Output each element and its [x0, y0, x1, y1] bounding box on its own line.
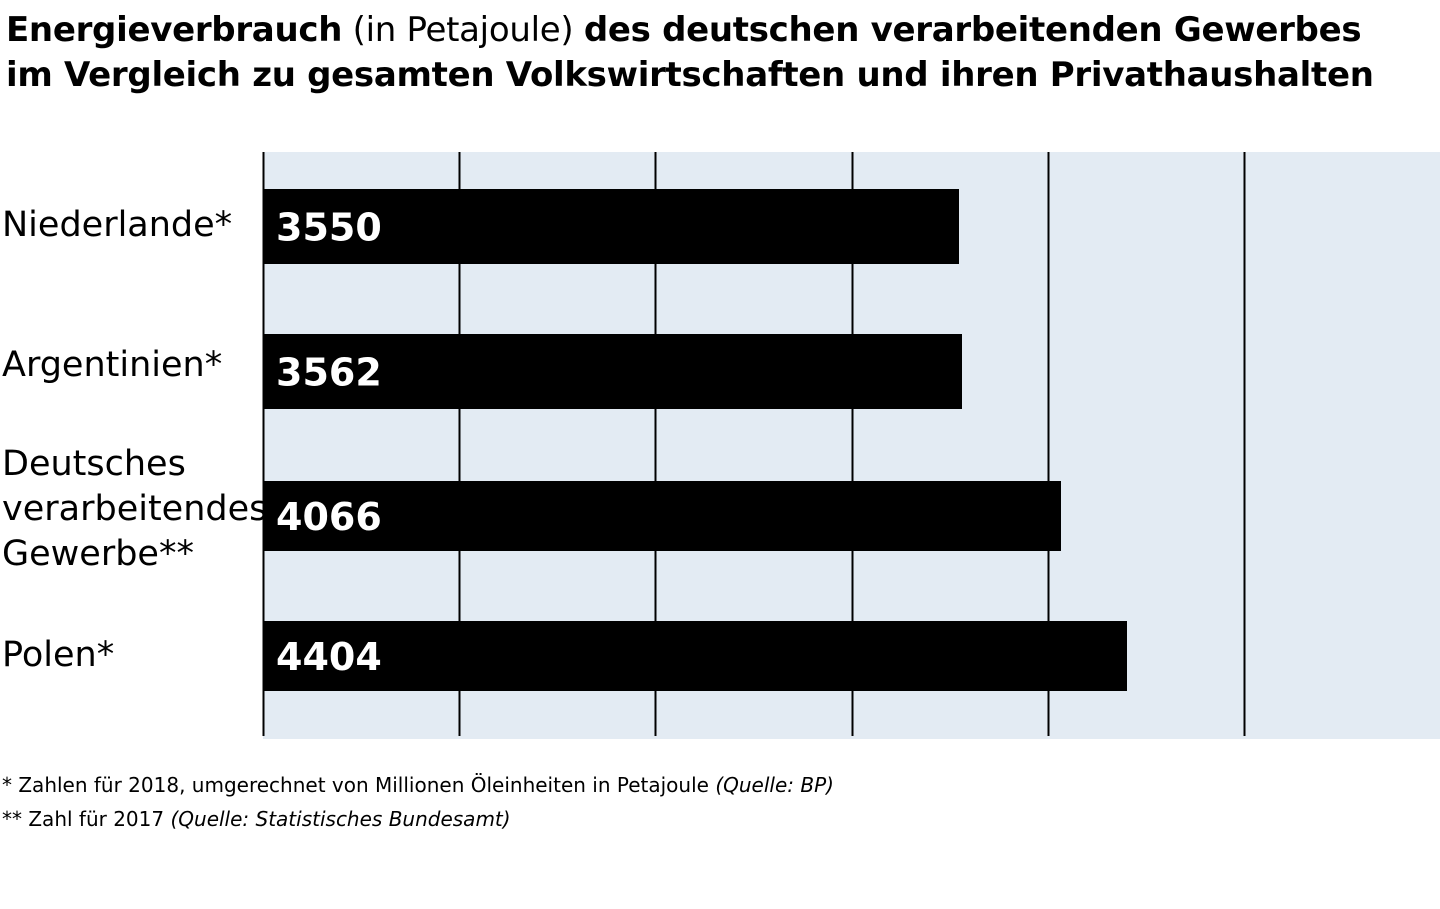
data-label-1: 3562	[276, 351, 382, 395]
footnote-2-source: (Quelle: Statistisches Bundesamt)	[170, 807, 511, 831]
category-label-0: Niederlande*	[2, 205, 232, 245]
category-label-2-line-1: verarbeitendes	[2, 489, 267, 529]
category-label-3-line-0: Polen*	[2, 635, 114, 675]
title-bold-start: Energieverbrauch	[6, 10, 343, 50]
title-line-2: im Vergleich zu gesamten Volkswirtschaft…	[6, 55, 1374, 95]
bar-0	[263, 189, 959, 264]
category-label-0-line-0: Niederlande*	[2, 205, 232, 245]
footnotes: * Zahlen für 2018, umgerechnet von Milli…	[2, 768, 834, 836]
chart-title: Energieverbrauch (in Petajoule) des deut…	[6, 8, 1426, 98]
bar-2	[263, 481, 1061, 551]
footnote-2: ** Zahl für 2017 (Quelle: Statistisches …	[2, 802, 834, 836]
data-label-0: 3550	[276, 206, 382, 250]
title-unit: (in Petajoule)	[342, 10, 584, 50]
category-label-2: Deutsches verarbeitendes Gewerbe**	[2, 444, 267, 574]
title-bold-end: des deutschen verarbeitenden Gewerbes	[583, 10, 1362, 50]
bar-3	[263, 621, 1127, 691]
data-label-3: 4404	[276, 635, 382, 679]
category-label-2-line-0: Deutsches	[2, 444, 186, 484]
bar-1	[263, 334, 962, 409]
bar-chart: 3550Niederlande*3562Argentinien*4066Deut…	[2, 152, 1440, 739]
category-label-1-line-0: Argentinien*	[2, 345, 222, 385]
category-label-3: Polen*	[2, 635, 114, 675]
category-label-2-line-2: Gewerbe**	[2, 534, 194, 574]
category-label-1: Argentinien*	[2, 345, 222, 385]
title-line-1: Energieverbrauch (in Petajoule) des deut…	[6, 8, 1426, 53]
footnote-1-source: (Quelle: BP)	[715, 773, 834, 797]
footnote-2-text: ** Zahl für 2017	[2, 807, 171, 831]
footnote-1: * Zahlen für 2018, umgerechnet von Milli…	[2, 768, 834, 802]
footnote-1-text: * Zahlen für 2018, umgerechnet von Milli…	[2, 773, 716, 797]
data-label-2: 4066	[276, 495, 382, 539]
